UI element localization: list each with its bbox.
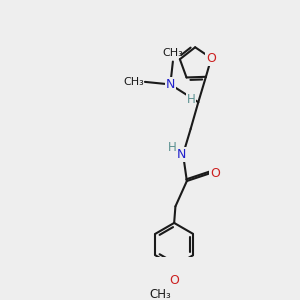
Text: O: O — [169, 274, 179, 286]
Text: CH₃: CH₃ — [163, 48, 183, 58]
Text: O: O — [206, 52, 216, 64]
Text: CH₃: CH₃ — [123, 77, 144, 87]
Text: O: O — [210, 167, 220, 180]
Text: H: H — [168, 141, 177, 154]
Text: CH₃: CH₃ — [149, 288, 171, 300]
Text: N: N — [166, 78, 175, 91]
Text: N: N — [177, 148, 187, 161]
Text: H: H — [187, 93, 196, 106]
